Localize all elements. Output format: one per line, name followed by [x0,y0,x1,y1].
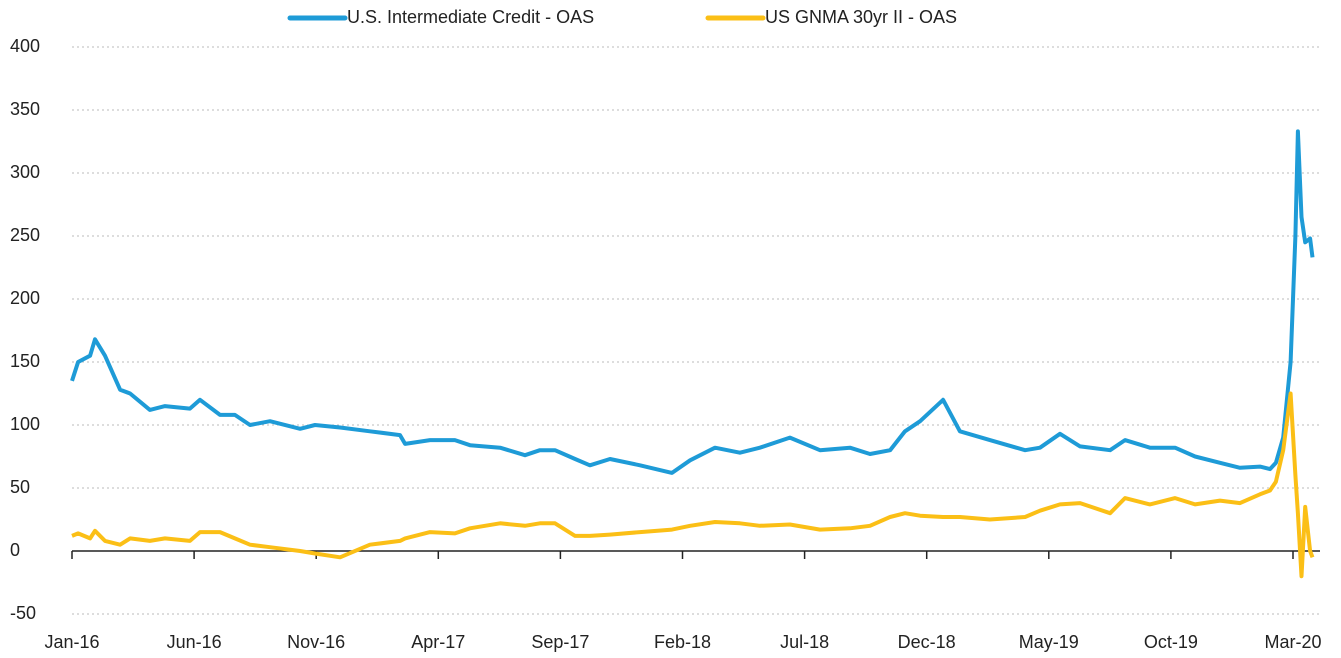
legend-label: US GNMA 30yr II - OAS [765,7,957,27]
x-tick-label: Mar-20 [1264,632,1321,652]
y-tick-label: 250 [10,225,40,245]
y-tick-label: 100 [10,414,40,434]
y-tick-label: -50 [10,603,36,623]
series-line [70,129,1315,475]
x-tick-label: Nov-16 [287,632,345,652]
x-tick-label: Jan-16 [44,632,99,652]
y-tick-label: 0 [10,540,20,560]
legend-label: U.S. Intermediate Credit - OAS [347,7,594,27]
x-tick-label: Feb-18 [654,632,711,652]
y-tick-label: 350 [10,99,40,119]
series-line [71,391,1315,579]
x-tick-label: Dec-18 [898,632,956,652]
y-tick-label: 150 [10,351,40,371]
y-tick-label: 50 [10,477,30,497]
x-tick-label: May-19 [1019,632,1079,652]
y-tick-label: 300 [10,162,40,182]
x-tick-label: Jul-18 [780,632,829,652]
y-tick-label: 400 [10,36,40,56]
y-tick-label: 200 [10,288,40,308]
x-tick-label: Oct-19 [1144,632,1198,652]
x-tick-label: Apr-17 [411,632,465,652]
x-tick-label: Sep-17 [531,632,589,652]
x-tick-label: Jun-16 [167,632,222,652]
